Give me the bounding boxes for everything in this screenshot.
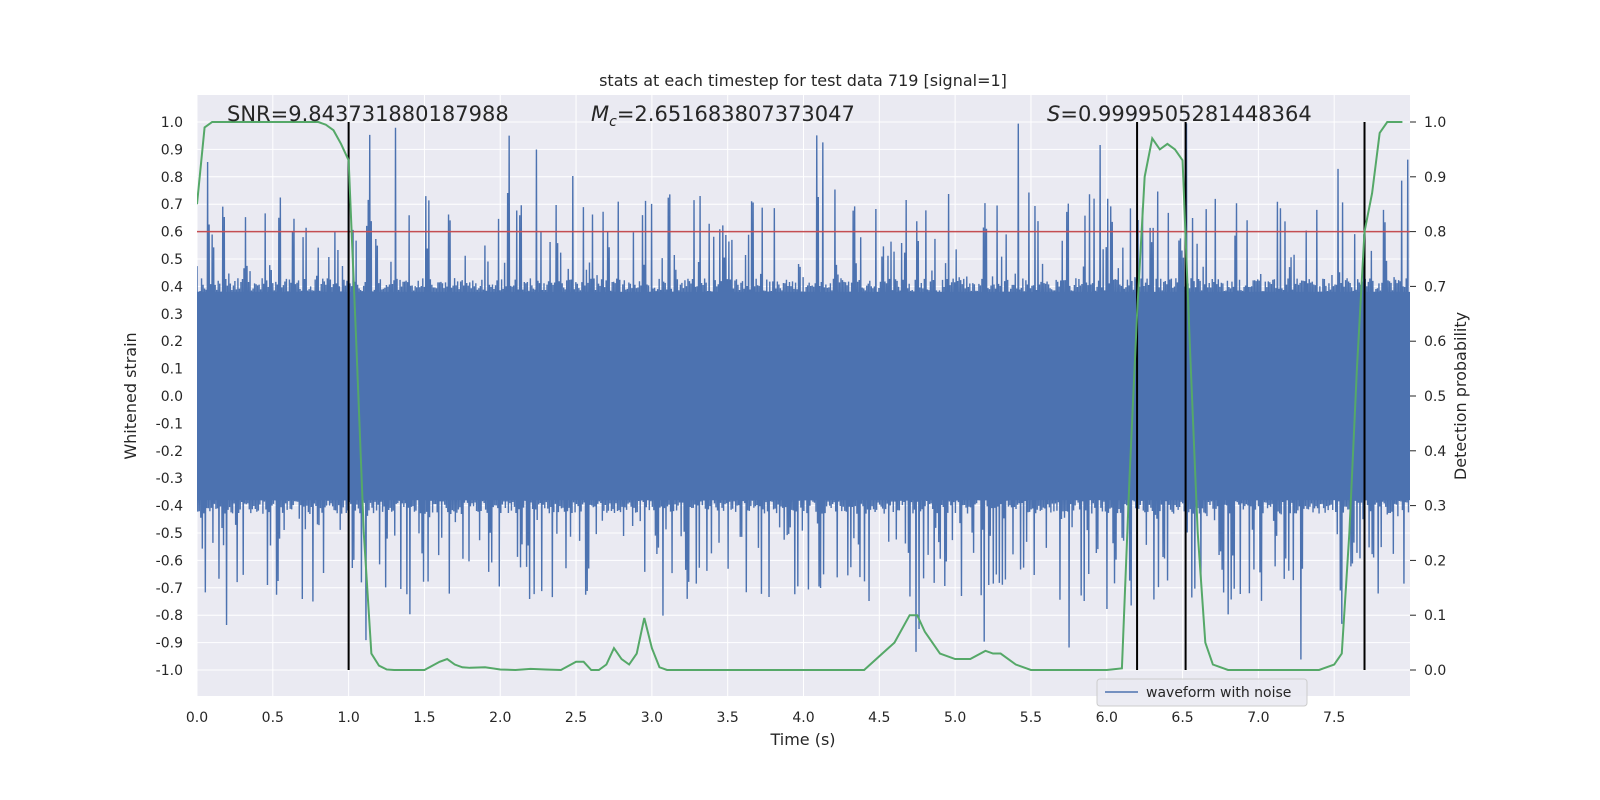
y-left-tick-label: 0.4 bbox=[161, 279, 183, 295]
chirp-mass-subscript: c bbox=[609, 114, 617, 130]
y-right-tick-label: 0.4 bbox=[1424, 444, 1446, 460]
y-left-tick-label: 0.8 bbox=[161, 170, 183, 186]
y-left-tick-label: -0.6 bbox=[156, 553, 183, 569]
detection-probability-series bbox=[197, 121, 1403, 672]
x-axis-ticks: 0.0 0.5 1.0 1.5 2.0 2.5 3.0 3.5 4.0 4.5 5.0 5.5 6.0 6… bbox=[186, 710, 1345, 726]
y-left-tick-label: -0.8 bbox=[156, 608, 183, 624]
y-left-tick-label: -0.3 bbox=[156, 471, 183, 487]
y-right-tick-label: 0.0 bbox=[1424, 663, 1446, 679]
y-right-tick-label: 0.9 bbox=[1424, 170, 1446, 186]
y-right-axis-ticks: 1.0 0.9 0.8 0.7 0.6 0.5 0.4 0.3 0.2 0.1 0.0 bbox=[1410, 115, 1446, 679]
chirp-mass-value: =2.651683807373047 bbox=[617, 102, 855, 126]
y-left-tick-label: 0.0 bbox=[161, 389, 183, 405]
legend-box bbox=[1096, 678, 1308, 707]
x-axis-label: Time (s) bbox=[769, 730, 835, 749]
y-left-tick-label: -0.4 bbox=[156, 499, 183, 515]
y-left-tick-label: 0.9 bbox=[161, 142, 183, 158]
y-left-tick-label: -0.2 bbox=[156, 444, 183, 460]
y-left-tick-label: -1.0 bbox=[156, 663, 183, 679]
y-left-tick-label: -0.5 bbox=[156, 526, 183, 542]
y-left-axis-ticks: 1.0 0.9 0.8 0.7 0.6 0.5 0.4 0.3 0.2 0.1 0.0 -0.1 -0.… bbox=[156, 115, 183, 679]
x-tick-label: 4.5 bbox=[868, 710, 890, 726]
y-left-tick-label: -0.9 bbox=[156, 636, 183, 652]
x-tick-label: 1.0 bbox=[337, 710, 359, 726]
x-tick-label: 0.5 bbox=[262, 710, 284, 726]
y-left-tick-label: 0.6 bbox=[161, 225, 183, 241]
y-right-tick-label: 0.3 bbox=[1424, 499, 1446, 515]
y-left-tick-label: 0.3 bbox=[161, 307, 183, 323]
y-left-tick-label: 1.0 bbox=[161, 115, 183, 131]
x-tick-label: 2.0 bbox=[489, 710, 511, 726]
y-right-tick-label: 1.0 bbox=[1424, 115, 1446, 131]
legend-label: waveform with noise bbox=[1146, 685, 1291, 701]
waveform-series bbox=[197, 123, 1410, 660]
y-left-tick-label: 0.2 bbox=[161, 334, 183, 350]
y-right-tick-label: 0.6 bbox=[1424, 334, 1446, 350]
y-left-axis-label: Whitened strain bbox=[121, 332, 140, 459]
y-left-tick-label: -0.1 bbox=[156, 416, 183, 432]
x-tick-label: 5.5 bbox=[1020, 710, 1042, 726]
y-left-tick-label: 0.1 bbox=[161, 362, 183, 378]
score-value: =0.9999505281448364 bbox=[1060, 102, 1311, 126]
legend: waveform with noise bbox=[1096, 678, 1308, 707]
score-symbol: S bbox=[1047, 102, 1060, 126]
x-tick-label: 4.0 bbox=[792, 710, 814, 726]
x-tick-label: 7.0 bbox=[1247, 710, 1269, 726]
vertical-markers bbox=[347, 122, 1366, 670]
y-left-tick-label: -0.7 bbox=[156, 581, 183, 597]
y-right-tick-label: 0.7 bbox=[1424, 279, 1446, 295]
y-left-tick-label: 0.5 bbox=[161, 252, 183, 268]
x-tick-label: 7.5 bbox=[1323, 710, 1345, 726]
x-tick-label: 0.0 bbox=[186, 710, 208, 726]
x-tick-label: 6.5 bbox=[1171, 710, 1193, 726]
x-tick-label: 6.0 bbox=[1096, 710, 1118, 726]
score-annotation: S=0.9999505281448364 bbox=[1047, 102, 1312, 126]
x-tick-label: 5.0 bbox=[944, 710, 966, 726]
x-tick-label: 3.0 bbox=[641, 710, 663, 726]
y-right-tick-label: 0.5 bbox=[1424, 389, 1446, 405]
chart-title: stats at each timestep for test data 719… bbox=[599, 71, 1007, 90]
x-tick-label: 2.5 bbox=[565, 710, 587, 726]
snr-annotation: SNR=9.843731880187988 bbox=[227, 102, 509, 126]
chirp-mass-annotation: Mc=2.651683807373047 bbox=[591, 102, 855, 130]
y-right-tick-label: 0.1 bbox=[1424, 608, 1446, 624]
y-left-tick-label: 0.7 bbox=[161, 197, 183, 213]
y-right-axis-label: Detection probability bbox=[1451, 312, 1470, 480]
y-right-tick-label: 0.2 bbox=[1424, 553, 1446, 569]
y-right-tick-label: 0.8 bbox=[1424, 225, 1446, 241]
chirp-mass-symbol: M bbox=[591, 102, 609, 126]
x-tick-label: 1.5 bbox=[413, 710, 435, 726]
waveform-band bbox=[197, 291, 1410, 501]
x-tick-label: 3.5 bbox=[717, 710, 739, 726]
